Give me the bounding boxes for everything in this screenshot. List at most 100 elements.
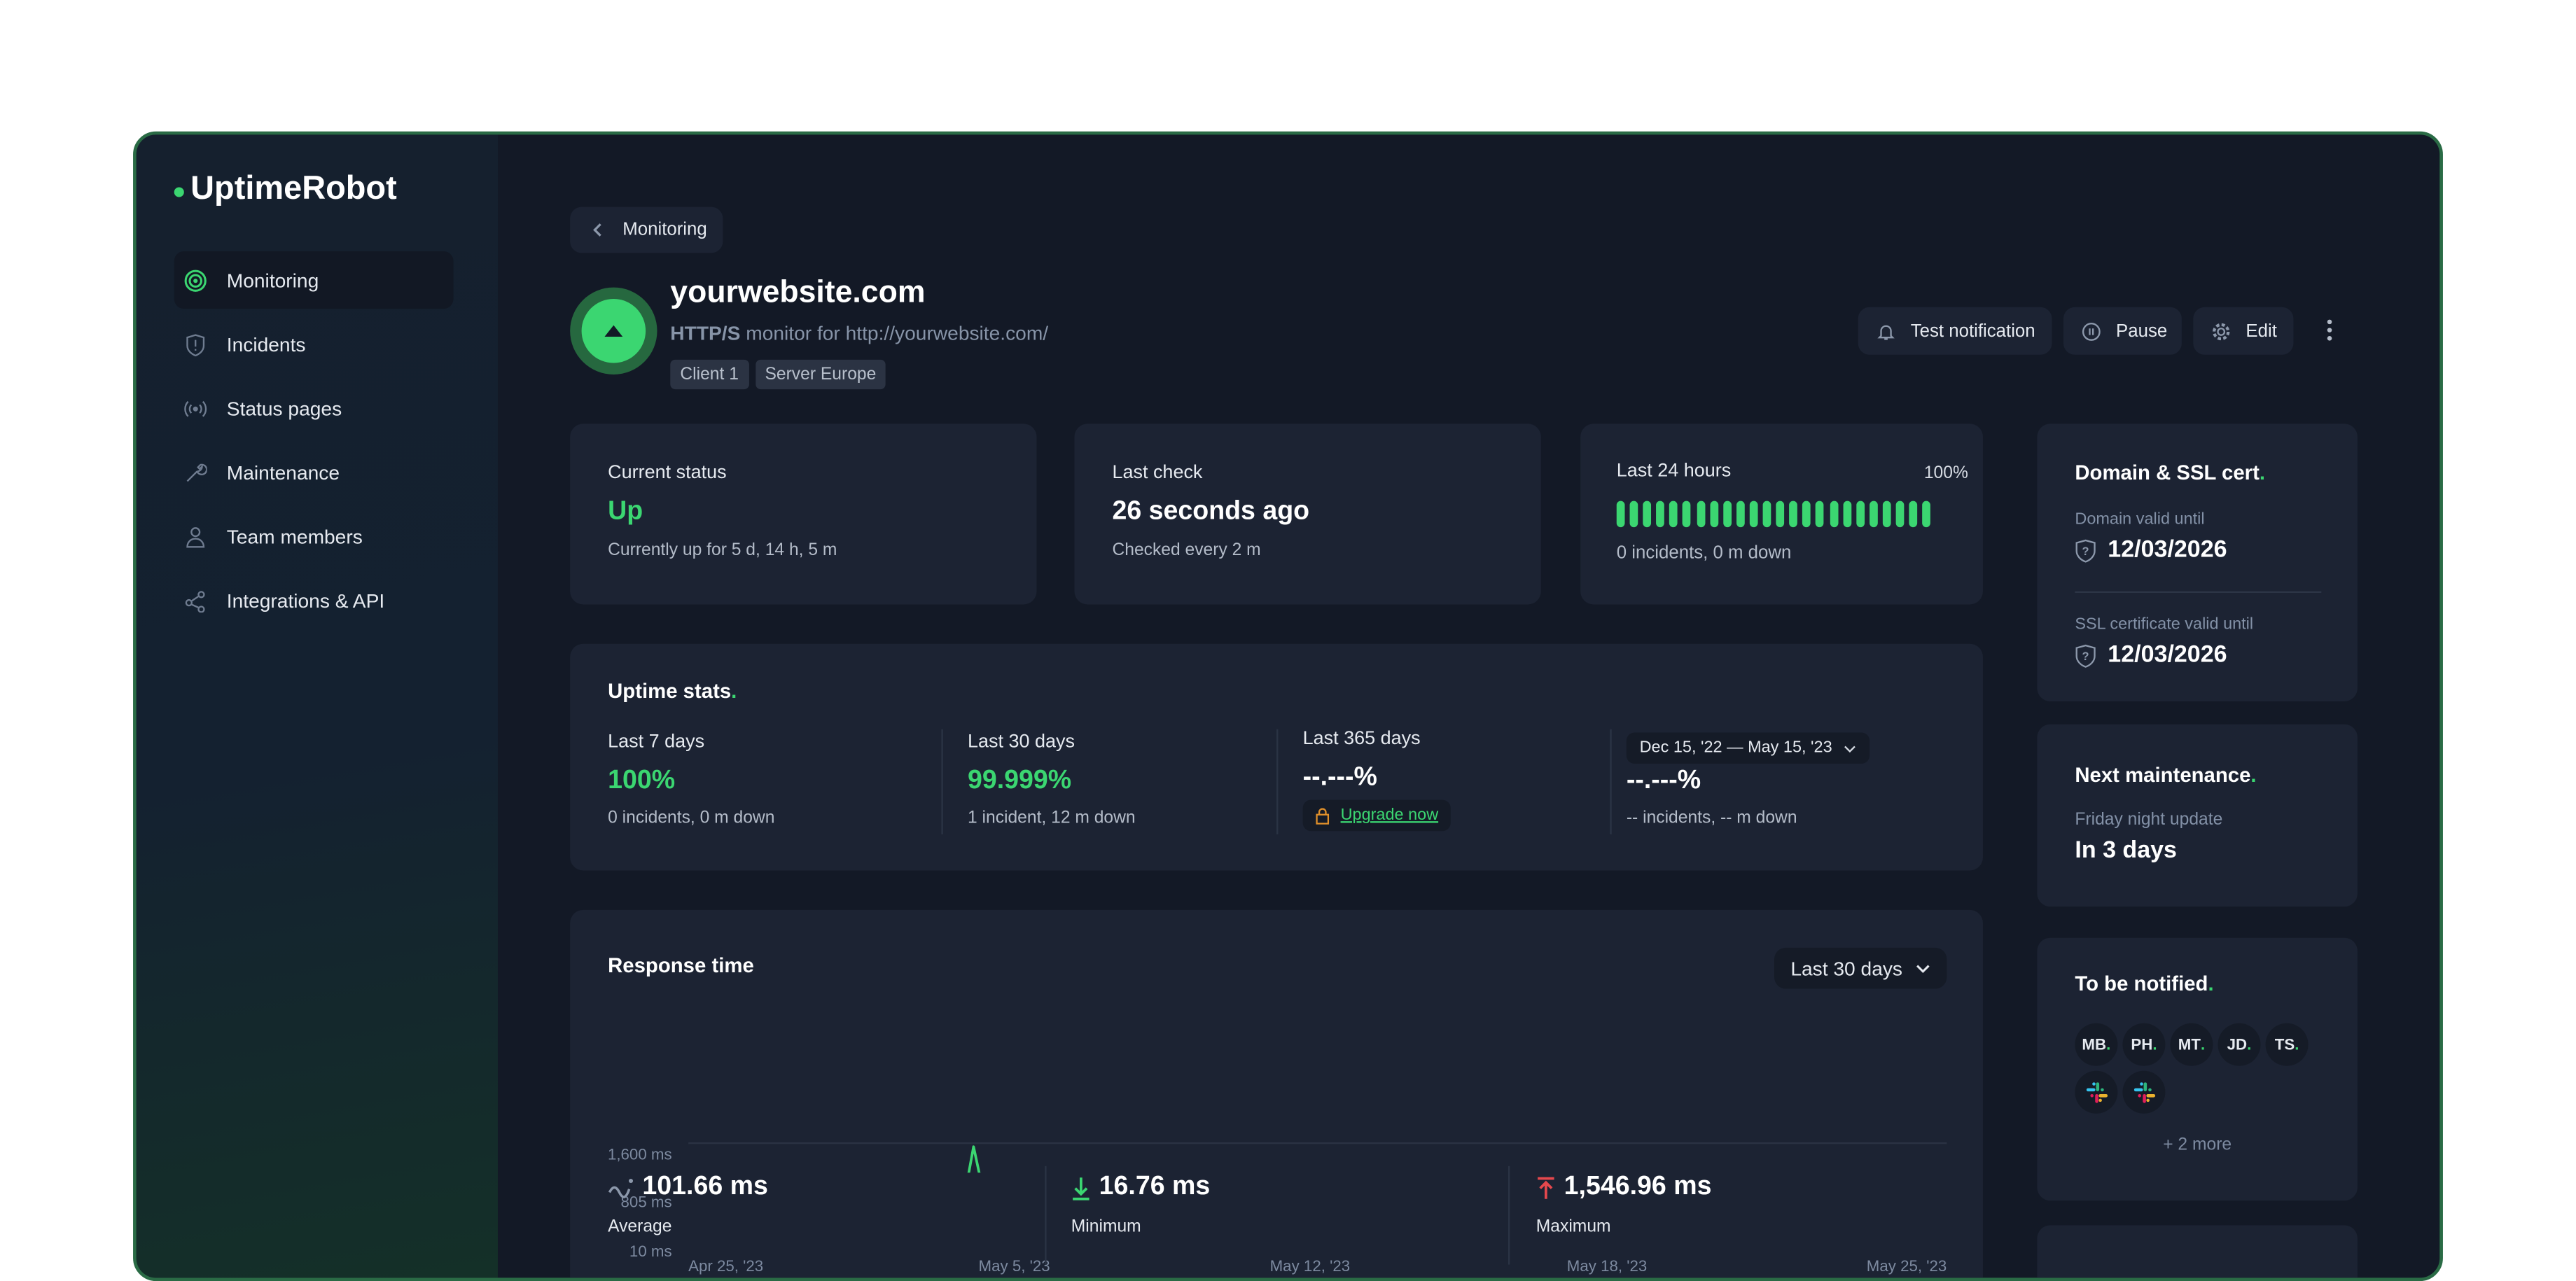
sidebar-item-label: Monitoring <box>227 269 319 292</box>
date-range-dropdown[interactable]: Dec 15, '22 — May 15, '23 <box>1627 732 1870 764</box>
button-label: Pause <box>2116 321 2167 341</box>
status-value: Up <box>608 498 643 527</box>
sidebar-item-team-members[interactable]: Team members <box>174 507 454 565</box>
uptime-percent: 100% <box>1924 463 1968 483</box>
period-detail: -- incidents, -- m down <box>1627 808 1797 827</box>
monitor-type: HTTP/S <box>670 322 740 345</box>
domain-date: ?12/03/2026 <box>2075 537 2227 564</box>
slack-icon[interactable] <box>2075 1071 2117 1114</box>
card-label: Last 24 hours <box>1617 461 1732 481</box>
tag[interactable]: Client 1 <box>670 360 749 389</box>
edit-button[interactable]: Edit <box>2193 307 2293 355</box>
sidebar-item-label: Status pages <box>227 397 342 420</box>
uptime-bar[interactable] <box>1830 501 1838 528</box>
uptime-bar[interactable] <box>1923 501 1931 528</box>
uptime-bar[interactable] <box>1856 501 1865 528</box>
incidents-summary: 0 incidents, 0 m down <box>1617 544 1792 564</box>
recipient-avatar[interactable]: JD. <box>2218 1023 2261 1066</box>
uptime-bar[interactable] <box>1763 501 1771 528</box>
slack-icon[interactable] <box>2122 1071 2165 1114</box>
uptime-bar[interactable] <box>1710 501 1718 528</box>
sidebar-item-label: Team members <box>227 525 363 548</box>
next-maintenance-card: Next maintenance. Friday night update In… <box>2037 724 2358 906</box>
sidebar-item-incidents[interactable]: Incidents <box>174 315 454 372</box>
sidebar: UptimeRobot Monitoring Incidents Status pa… <box>137 134 498 1278</box>
back-to-monitoring-button[interactable]: Monitoring <box>570 207 723 253</box>
uptime-bar[interactable] <box>1896 501 1905 528</box>
minimum-stat: 16.76 ms <box>1071 1172 1211 1202</box>
current-status-card: Current status Up Currently up for 5 d, … <box>570 424 1036 604</box>
uptime-bar[interactable] <box>1870 501 1878 528</box>
last-24-hours-card: Last 24 hours 100% 0 incidents, 0 m down <box>1580 424 1983 604</box>
shield-question-icon: ? <box>2075 538 2096 562</box>
uptime-bar[interactable] <box>1697 501 1705 528</box>
x-tick-label: May 12, '23 <box>1269 1258 1351 1276</box>
button-label: Test notification <box>1911 321 2035 341</box>
last-check-value: 26 seconds ago <box>1112 498 1309 527</box>
uptime-bar[interactable] <box>1816 501 1825 528</box>
uptime-value: --.---% <box>1627 767 1701 797</box>
tag[interactable]: Server Europe <box>755 360 886 389</box>
uptime-bar[interactable] <box>1630 501 1638 528</box>
pause-button[interactable]: Pause <box>2063 307 2182 355</box>
logo-text: UptimeRobot <box>190 171 397 207</box>
uptime-bar[interactable] <box>1909 501 1918 528</box>
uptime-bar[interactable] <box>1790 501 1798 528</box>
uptime-bar[interactable] <box>1843 501 1851 528</box>
recipient-avatar[interactable]: MB. <box>2075 1023 2117 1066</box>
sidebar-item-maintenance[interactable]: Maintenance <box>174 444 454 501</box>
sidebar-item-status-pages[interactable]: Status pages <box>174 379 454 437</box>
average-icon <box>608 1176 634 1199</box>
card-title: To be notified. <box>2075 972 2213 995</box>
breadcrumb-label: Monitoring <box>622 220 707 239</box>
card-title: Uptime stats. <box>608 680 737 703</box>
response-time-line <box>688 1147 1947 1172</box>
sidebar-item-label: Incidents <box>227 332 306 356</box>
domain-ssl-card: Domain & SSL cert. Domain valid until ?1… <box>2037 424 2358 701</box>
status-detail: Currently up for 5 d, 14 h, 5 m <box>608 540 837 560</box>
uptime-bar[interactable] <box>1643 501 1652 528</box>
uptime-value: 99.999% <box>968 767 1071 797</box>
uptime-bar[interactable] <box>1803 501 1811 528</box>
period-label: Last 7 days <box>608 732 704 752</box>
chevron-down-icon <box>1844 743 1857 753</box>
wrench-icon <box>184 461 207 484</box>
recipient-avatar[interactable]: TS. <box>2266 1023 2309 1066</box>
more-options-icon[interactable] <box>2321 317 2337 346</box>
svg-text:?: ? <box>2082 545 2089 557</box>
sidebar-item-integrations-api[interactable]: Integrations & API <box>174 572 454 629</box>
uptime-bar[interactable] <box>1683 501 1692 528</box>
period-label: Last 30 days <box>968 732 1075 752</box>
uptime-bar[interactable] <box>1776 501 1785 528</box>
uptime-bar[interactable] <box>1883 501 1891 528</box>
more-recipients-link[interactable]: + 2 more <box>2037 1135 2358 1154</box>
response-time-chart <box>570 910 1983 1172</box>
monitor-url: monitor for http://yourwebsite.com/ <box>740 322 1048 345</box>
x-tick-label: May 18, '23 <box>1566 1258 1648 1276</box>
period-detail: 1 incident, 12 m down <box>968 808 1136 827</box>
sidebar-item-monitoring[interactable]: Monitoring <box>174 251 454 309</box>
uptime-bar[interactable] <box>1670 501 1678 528</box>
uptime-value: --.---% <box>1303 764 1377 793</box>
uptime-bar[interactable] <box>1617 501 1625 528</box>
uptime-bar[interactable] <box>1736 501 1745 528</box>
ssl-date: ?12/03/2026 <box>2075 642 2227 668</box>
upgrade-now-link[interactable]: Upgrade now <box>1303 800 1451 832</box>
x-tick-label: May 25, '23 <box>1867 1258 1947 1276</box>
arrow-up-icon <box>603 323 625 338</box>
domain-label: Domain valid until <box>2075 511 2204 529</box>
arrow-up-icon <box>1536 1175 1556 1200</box>
uptime-bar[interactable] <box>1723 501 1732 528</box>
recipient-avatar[interactable]: PH. <box>2122 1023 2165 1066</box>
arrow-down-icon <box>1071 1175 1091 1200</box>
x-tick-label: May 5, '23 <box>973 1258 1055 1276</box>
maintenance-name: Friday night update <box>2075 810 2222 830</box>
test-notification-button[interactable]: Test notification <box>1858 307 2052 355</box>
uptime-bar[interactable] <box>1657 501 1665 528</box>
recipient-avatar[interactable]: MT. <box>2170 1023 2213 1066</box>
stat-label: Maximum <box>1536 1217 1611 1237</box>
logo[interactable]: UptimeRobot <box>174 171 397 209</box>
uptime-bar[interactable] <box>1750 501 1758 528</box>
to-be-notified-card: To be notified. MB.PH.MT.JD.TS. + 2 more <box>2037 938 2358 1200</box>
